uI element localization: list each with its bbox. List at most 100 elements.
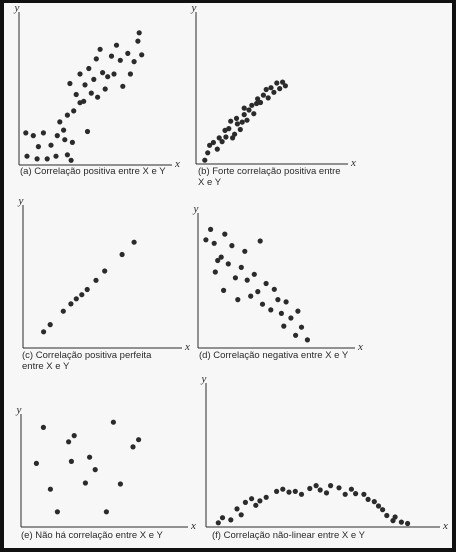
data-point	[251, 111, 257, 117]
data-point	[77, 71, 83, 77]
scatter-panel-b: yx	[191, 2, 356, 169]
data-point	[244, 277, 250, 283]
data-point	[113, 42, 120, 48]
data-point	[263, 86, 269, 93]
data-point	[105, 74, 111, 80]
data-point	[237, 126, 243, 133]
y-axis-label: y	[201, 373, 207, 385]
data-point	[235, 297, 241, 303]
data-point	[398, 519, 404, 525]
data-point	[288, 315, 294, 321]
data-point	[248, 293, 254, 299]
x-axis-label: x	[184, 341, 190, 353]
data-point	[102, 86, 108, 92]
data-point	[384, 512, 390, 519]
data-point	[242, 499, 248, 505]
x-axis-label: x	[442, 520, 448, 532]
data-point	[298, 324, 305, 330]
data-point	[88, 90, 94, 96]
data-point	[102, 268, 108, 274]
data-point	[215, 257, 221, 264]
data-point	[268, 307, 274, 313]
data-point	[228, 118, 234, 124]
data-point	[223, 134, 229, 140]
data-point	[257, 238, 263, 244]
scatter-panel-c: yx	[18, 195, 190, 353]
data-point	[253, 502, 259, 508]
data-point	[282, 83, 288, 89]
data-point	[135, 38, 141, 44]
data-point	[84, 128, 91, 135]
data-point	[336, 485, 342, 491]
data-point	[280, 79, 286, 85]
data-point	[275, 297, 281, 303]
scatter-panel-a: yx	[14, 2, 180, 170]
data-point	[202, 157, 208, 163]
data-point	[127, 71, 133, 77]
data-point	[212, 269, 218, 275]
y-axis-label: y	[14, 2, 20, 14]
data-point	[255, 96, 261, 102]
data-point	[91, 76, 97, 82]
data-point	[87, 454, 93, 460]
data-point	[117, 481, 123, 487]
data-point	[48, 142, 54, 148]
data-point	[226, 126, 232, 132]
data-point	[66, 439, 72, 445]
data-point	[136, 437, 142, 443]
data-point	[207, 142, 213, 148]
data-point	[293, 332, 299, 338]
data-point	[93, 277, 99, 283]
data-point	[219, 139, 225, 145]
data-point	[232, 131, 238, 137]
data-point	[82, 480, 88, 486]
data-point	[218, 254, 224, 260]
x-axis-label: x	[174, 158, 180, 170]
data-point	[71, 108, 77, 114]
data-point	[239, 119, 245, 125]
data-point	[120, 83, 126, 89]
y-axis-label: y	[193, 203, 199, 215]
panel-caption-d: (d) Correlação negativa entre X e Y	[199, 350, 349, 361]
data-point	[225, 261, 231, 267]
data-point	[375, 503, 382, 509]
data-point	[234, 121, 240, 127]
data-point	[304, 337, 310, 343]
data-point	[238, 512, 244, 518]
data-point	[286, 489, 292, 495]
data-point	[265, 95, 271, 101]
x-axis-label: x	[190, 520, 196, 532]
scatter-panel-d: yx	[193, 203, 363, 353]
data-point	[214, 146, 220, 152]
data-point	[108, 53, 115, 59]
data-point	[342, 491, 348, 497]
data-point	[61, 127, 67, 133]
x-axis-label: x	[357, 341, 363, 353]
data-point	[208, 226, 214, 232]
data-point	[405, 520, 411, 527]
data-point	[295, 308, 301, 314]
data-point	[228, 517, 234, 523]
data-point	[280, 486, 286, 492]
data-point	[100, 70, 106, 76]
data-point	[110, 419, 116, 425]
data-point	[73, 91, 79, 98]
data-point	[82, 82, 88, 88]
data-point	[131, 59, 137, 65]
data-point	[205, 150, 211, 156]
data-point	[392, 514, 398, 520]
data-point	[292, 488, 298, 494]
data-point	[111, 71, 117, 77]
data-point	[263, 494, 269, 500]
data-point	[73, 296, 79, 302]
data-point	[271, 286, 277, 292]
data-point	[222, 231, 228, 237]
data-point	[64, 112, 70, 118]
data-point	[47, 486, 54, 492]
data-point	[307, 485, 313, 492]
data-point	[57, 119, 63, 125]
data-point	[210, 139, 216, 146]
data-point	[278, 310, 284, 316]
data-point	[54, 133, 60, 139]
data-point	[249, 102, 255, 108]
